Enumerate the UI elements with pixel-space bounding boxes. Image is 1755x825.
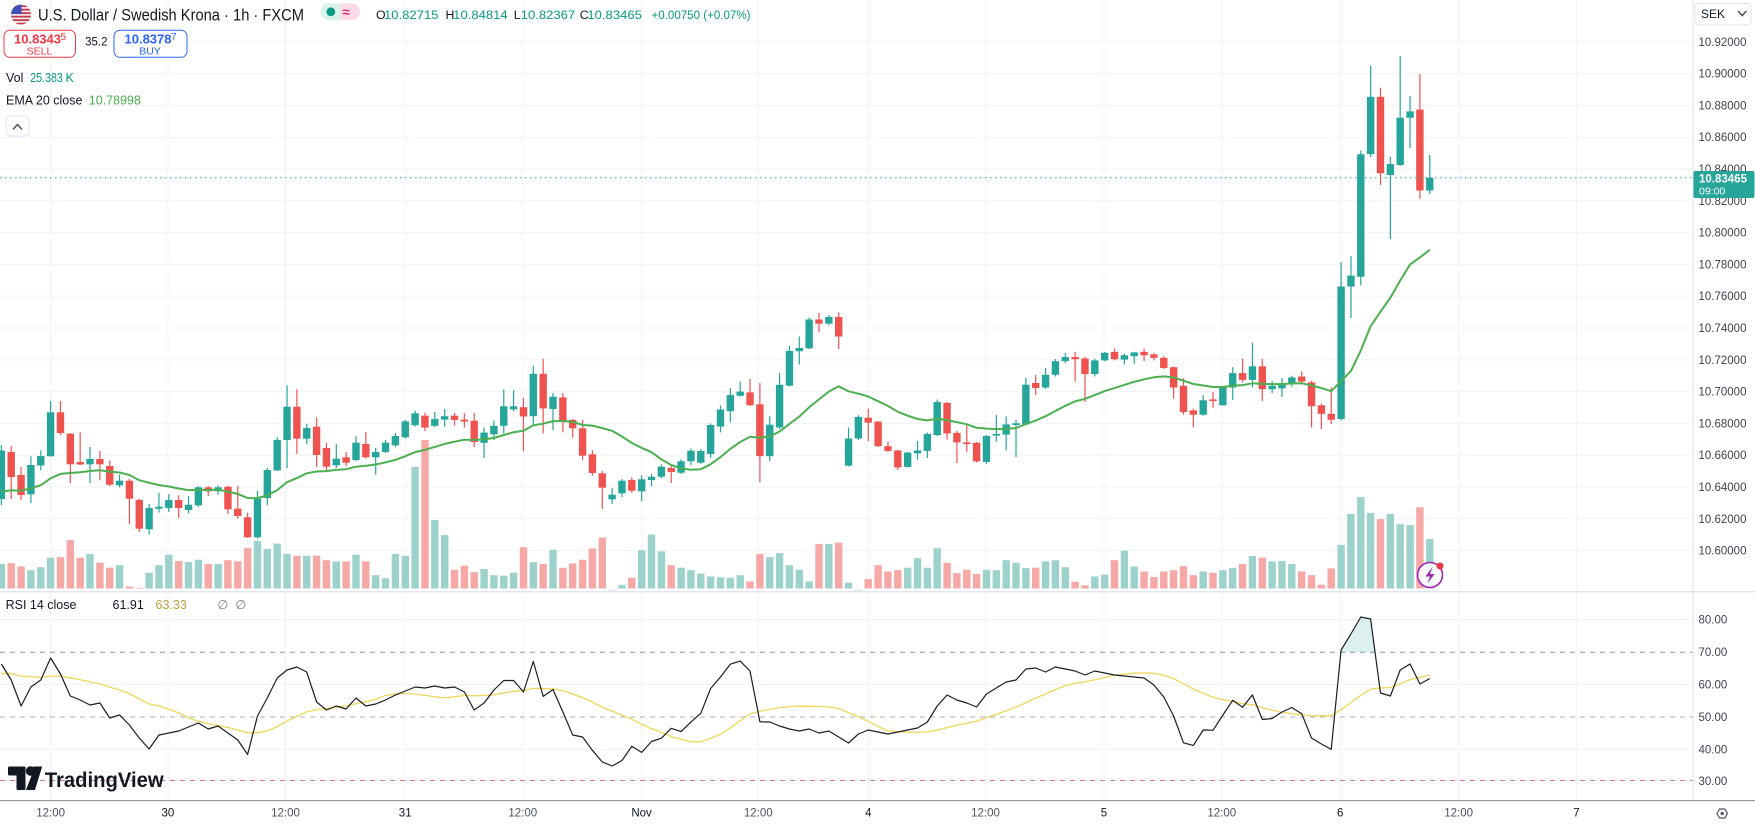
- svg-text:10.68000: 10.68000: [1699, 418, 1747, 430]
- svg-text:10.8343: 10.8343: [14, 32, 61, 47]
- svg-text:10.78998: 10.78998: [89, 93, 141, 107]
- svg-text:10.84814: 10.84814: [453, 8, 508, 22]
- svg-text:≈: ≈: [343, 5, 351, 20]
- svg-text:10.90000: 10.90000: [1699, 69, 1747, 81]
- svg-text:80.00: 80.00: [1699, 615, 1728, 627]
- svg-text:35.2: 35.2: [85, 37, 107, 49]
- svg-text:EMA 20 close: EMA 20 close: [6, 93, 82, 107]
- svg-text:10.83465: 10.83465: [587, 8, 642, 22]
- svg-text:TradingView: TradingView: [45, 768, 164, 792]
- svg-text:31: 31: [399, 808, 412, 820]
- svg-text:10.82000: 10.82000: [1699, 196, 1747, 208]
- svg-text:∅: ∅: [217, 598, 228, 612]
- svg-text:12:00: 12:00: [1444, 808, 1473, 820]
- svg-text:30.00: 30.00: [1699, 776, 1728, 788]
- svg-text:10.82715: 10.82715: [384, 8, 439, 22]
- svg-text:10.60000: 10.60000: [1699, 546, 1747, 558]
- svg-text:09:00: 09:00: [1699, 186, 1725, 198]
- svg-text:SELL: SELL: [27, 46, 53, 58]
- svg-text:5: 5: [61, 32, 67, 43]
- svg-text:70.00: 70.00: [1699, 647, 1728, 659]
- svg-text:H: H: [446, 8, 455, 22]
- svg-text:7: 7: [1573, 808, 1579, 820]
- svg-text:O: O: [376, 8, 386, 22]
- svg-text:10.72000: 10.72000: [1699, 355, 1747, 367]
- svg-text:RSI 14 close: RSI 14 close: [6, 598, 77, 612]
- svg-text:L: L: [514, 8, 521, 22]
- svg-text:12:00: 12:00: [36, 808, 65, 820]
- svg-text:10.80000: 10.80000: [1699, 228, 1747, 240]
- svg-text:Nov: Nov: [631, 808, 652, 820]
- svg-text:10.74000: 10.74000: [1699, 323, 1747, 335]
- svg-text:10.78000: 10.78000: [1699, 259, 1747, 271]
- svg-text:10.83465: 10.83465: [1699, 174, 1748, 186]
- svg-text:10.66000: 10.66000: [1699, 450, 1747, 462]
- svg-text:12:00: 12:00: [1207, 808, 1236, 820]
- svg-text:6: 6: [1337, 808, 1343, 820]
- svg-text:C: C: [580, 8, 589, 22]
- svg-text:12:00: 12:00: [271, 808, 300, 820]
- svg-text:10.8378: 10.8378: [125, 32, 172, 47]
- svg-text:40.00: 40.00: [1699, 744, 1728, 756]
- svg-text:10.76000: 10.76000: [1699, 291, 1747, 303]
- svg-text:∅: ∅: [235, 598, 246, 612]
- svg-text:10.92000: 10.92000: [1699, 37, 1747, 49]
- svg-text:10.82367: 10.82367: [521, 8, 576, 22]
- svg-text:+0.00750 (+0.07%): +0.00750 (+0.07%): [652, 8, 751, 22]
- svg-text:Vol: Vol: [6, 71, 23, 85]
- svg-text:10.88000: 10.88000: [1699, 100, 1747, 112]
- svg-text:BUY: BUY: [139, 46, 161, 58]
- svg-text:SEK: SEK: [1701, 7, 1725, 21]
- svg-text:K: K: [66, 71, 75, 85]
- svg-text:25.383: 25.383: [30, 71, 63, 85]
- svg-text:10.62000: 10.62000: [1699, 514, 1747, 526]
- svg-text:60.00: 60.00: [1699, 679, 1728, 691]
- svg-text:61.91: 61.91: [113, 598, 144, 612]
- svg-text:12:00: 12:00: [971, 808, 1000, 820]
- svg-text:12:00: 12:00: [508, 808, 537, 820]
- svg-text:50.00: 50.00: [1699, 712, 1728, 724]
- svg-text:30: 30: [162, 808, 175, 820]
- svg-text:7: 7: [171, 32, 177, 43]
- svg-text:12:00: 12:00: [744, 808, 773, 820]
- svg-text:10.70000: 10.70000: [1699, 387, 1747, 399]
- svg-text:U.S. Dollar / Swedish Krona ·: U.S. Dollar / Swedish Krona · 1h · FXCM: [38, 6, 304, 25]
- svg-text:10.86000: 10.86000: [1699, 132, 1747, 144]
- svg-text:63.33: 63.33: [156, 598, 187, 612]
- svg-text:5: 5: [1101, 808, 1107, 820]
- svg-text:10.64000: 10.64000: [1699, 482, 1747, 494]
- svg-text:4: 4: [865, 808, 872, 820]
